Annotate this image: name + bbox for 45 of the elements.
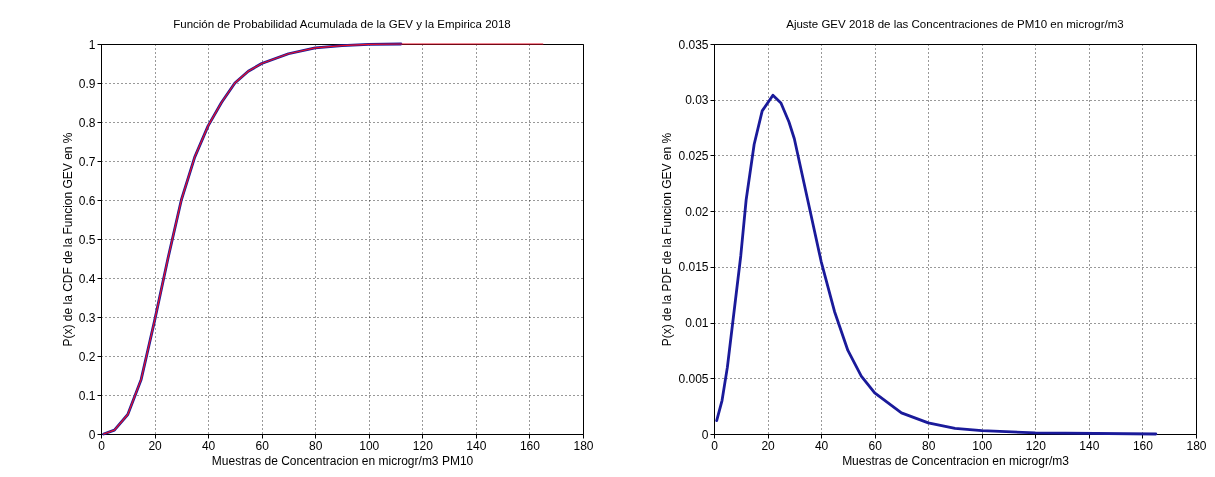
y-tick-label: 0.2 (78, 349, 96, 364)
y-tick-label: 0.5 (78, 232, 96, 247)
y-axis-title: P(x) de la CDF de la Funcion GEV en % (60, 132, 75, 347)
y-tick-label: 0.1 (78, 388, 96, 403)
y-tick-label: 0.02 (685, 204, 709, 219)
x-tick-label: 120 (1025, 438, 1047, 453)
x-tick-label: 140 (466, 438, 487, 453)
x-tick-label: 80 (309, 438, 323, 453)
x-tick-label: 60 (868, 438, 883, 453)
y-tick-label: 0.015 (678, 260, 709, 275)
x-tick-label: 120 (412, 438, 434, 453)
x-tick-label: 40 (201, 438, 216, 453)
x-tick-label: 0 (98, 438, 106, 453)
x-tick-label: 100 (972, 438, 993, 453)
x-tick-label: 160 (1132, 438, 1154, 453)
y-tick-label: 0.9 (78, 76, 96, 91)
x-tick-label: 140 (1079, 438, 1100, 453)
y-tick-label: 0 (701, 427, 709, 442)
y-tick-label: 0.005 (678, 371, 709, 386)
y-axis-title: P(x) de la PDF de la Funcion GEV en % (660, 132, 675, 347)
x-tick-label: 80 (922, 438, 936, 453)
y-tick-label: 0.035 (678, 37, 709, 52)
x-tick-label: 180 (1186, 438, 1207, 453)
y-tick-label: 1 (88, 37, 96, 52)
chart-title: Ajuste GEV 2018 de las Concentraciones de PM10 en microgr/m3 (786, 17, 1124, 30)
x-tick-label: 40 (814, 438, 829, 453)
y-tick-label: 0.8 (78, 115, 96, 130)
y-tick-label: 0.01 (685, 316, 709, 331)
y-tick-label: 0.03 (685, 93, 709, 108)
x-axis-title: Muestras de Concentracion en microgr/m3 (842, 453, 1070, 468)
x-tick-label: 0 (711, 438, 719, 453)
x-tick-label: 60 (255, 438, 270, 453)
x-tick-label: 20 (761, 438, 776, 453)
y-tick-label: 0.7 (78, 154, 96, 169)
x-tick-label: 160 (519, 438, 541, 453)
x-axis-title: Muestras de Concentracion en microgr/m3 PM10 (211, 453, 474, 468)
y-tick-label: 0.3 (78, 310, 96, 325)
y-tick-label: 0.4 (78, 271, 96, 286)
y-tick-label: 0.6 (78, 193, 96, 208)
x-tick-label: 100 (359, 438, 380, 453)
y-tick-label: 0 (88, 427, 96, 442)
chart-title: Función de Probabilidad Acumulada de la GEV y la Empirica 2018 (173, 17, 511, 30)
x-tick-label: 20 (148, 438, 163, 453)
y-tick-label: 0.025 (678, 148, 709, 163)
x-tick-label: 180 (573, 438, 594, 453)
